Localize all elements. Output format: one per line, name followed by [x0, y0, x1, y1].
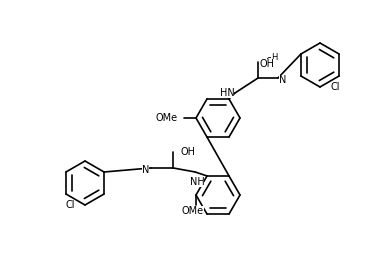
Text: NH: NH [190, 177, 204, 187]
Text: O: O [266, 57, 274, 67]
Text: Cl: Cl [66, 200, 75, 210]
Text: OMe: OMe [156, 113, 178, 123]
Text: HN: HN [220, 88, 234, 98]
Text: N: N [279, 75, 286, 85]
Text: OH: OH [260, 59, 275, 69]
Text: Cl: Cl [331, 82, 341, 92]
Text: OH: OH [181, 147, 196, 157]
Text: H: H [271, 52, 277, 62]
Text: N: N [142, 165, 149, 175]
Text: OMe: OMe [182, 206, 204, 216]
